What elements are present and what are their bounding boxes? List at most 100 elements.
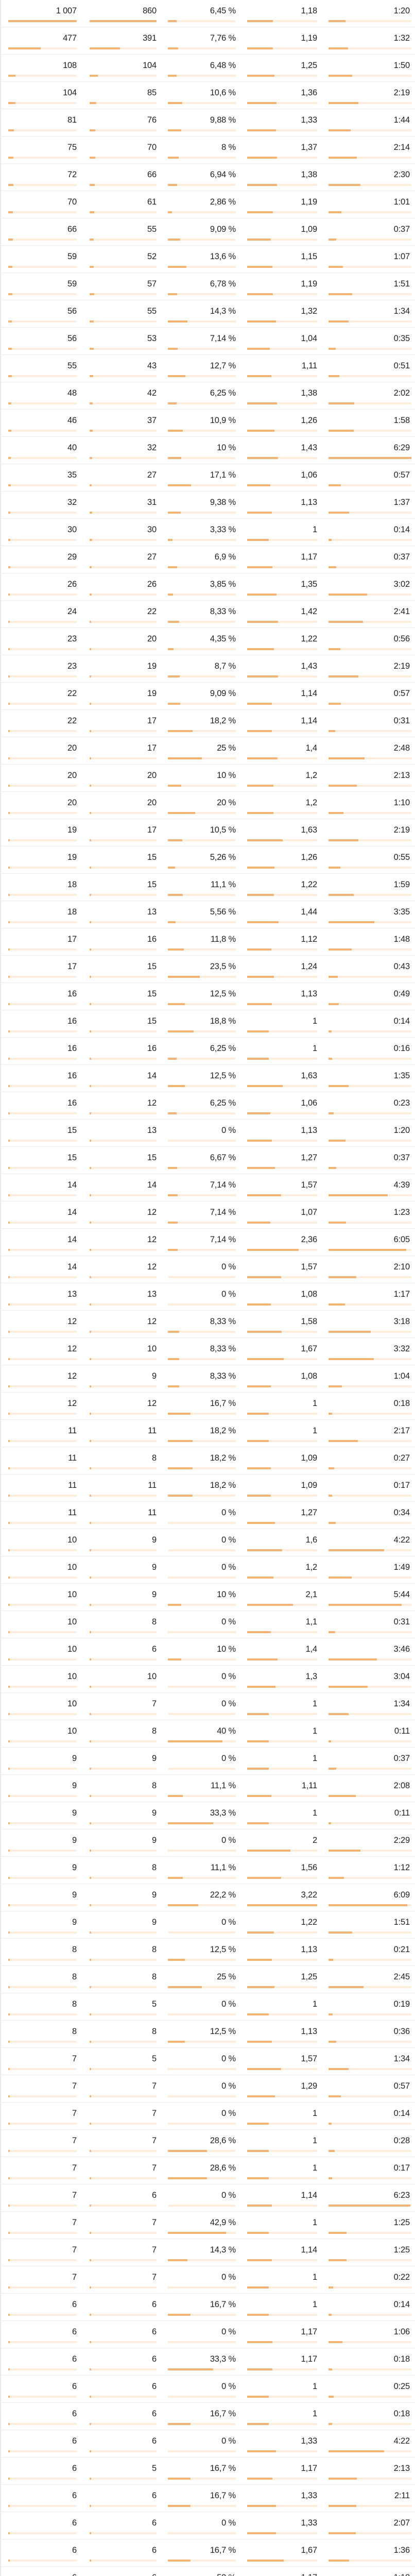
table-row[interactable]: 35 27 17,1 % 1,06 0:57 xyxy=(1,464,415,492)
table-row[interactable]: 6 6 16,7 % 1,33 2:11 xyxy=(1,2485,415,2512)
table-row[interactable]: 18 15 11,1 % 1,22 1:59 xyxy=(1,874,415,901)
cell-bar-track-bounce-rate xyxy=(168,2041,236,2043)
table-row[interactable]: 72 66 6,94 % 1,38 2:30 xyxy=(1,164,415,191)
table-row[interactable]: 19 15 5,26 % 1,26 0:55 xyxy=(1,846,415,874)
table-row[interactable]: 70 61 2,86 % 1,19 1:01 xyxy=(1,191,415,218)
table-row[interactable]: 14 12 0 % 1,57 2:10 xyxy=(1,1256,415,1283)
table-row[interactable]: 55 43 12,7 % 1,11 0:51 xyxy=(1,355,415,382)
table-row[interactable]: 20 20 20 % 1,2 1:10 xyxy=(1,792,415,819)
table-row[interactable]: 10 8 0 % 1,1 0:31 xyxy=(1,1611,415,1638)
table-row[interactable]: 56 53 7,14 % 1,04 0:35 xyxy=(1,328,415,355)
table-row[interactable]: 14 12 7,14 % 2,36 6:05 xyxy=(1,1229,415,1256)
table-row[interactable]: 46 37 10,9 % 1,26 1:58 xyxy=(1,410,415,437)
cell-value-pages-per-session: 1,33 xyxy=(301,2491,318,2500)
table-row[interactable]: 10 6 10 % 1,4 3:46 xyxy=(1,1638,415,1666)
table-row[interactable]: 11 11 0 % 1,27 0:34 xyxy=(1,1502,415,1529)
table-row[interactable]: 24 22 8,33 % 1,42 2:41 xyxy=(1,601,415,628)
table-row[interactable]: 10 7 0 % 1 1:34 xyxy=(1,1693,415,1720)
table-row[interactable]: 6 6 16,7 % 1,67 1:36 xyxy=(1,2539,415,2567)
table-row[interactable]: 22 19 9,09 % 1,14 0:57 xyxy=(1,683,415,710)
table-row[interactable]: 66 55 9,09 % 1,09 0:37 xyxy=(1,218,415,246)
table-row[interactable]: 15 15 6,67 % 1,27 0:37 xyxy=(1,1147,415,1174)
cell-bar-fill-users xyxy=(8,1795,10,1797)
table-row[interactable]: 7 7 28,6 % 1 0:17 xyxy=(1,2157,415,2184)
table-row[interactable]: 6 6 16,7 % 1 0:14 xyxy=(1,2294,415,2321)
table-row[interactable]: 10 9 0 % 1,6 4:22 xyxy=(1,1529,415,1556)
table-row[interactable]: 1 007 860 6,45 % 1,18 1:20 xyxy=(1,0,415,27)
table-row[interactable]: 19 17 10,5 % 1,63 2:19 xyxy=(1,819,415,846)
table-row[interactable]: 10 8 40 % 1 0:11 xyxy=(1,1720,415,1748)
table-row[interactable]: 17 15 23,5 % 1,24 0:43 xyxy=(1,956,415,983)
table-row[interactable]: 18 13 5,56 % 1,44 3:35 xyxy=(1,901,415,928)
table-row[interactable]: 23 19 8,7 % 1,43 2:19 xyxy=(1,655,415,683)
table-row[interactable]: 81 76 9,88 % 1,33 1:44 xyxy=(1,109,415,137)
table-row[interactable]: 20 17 25 % 1,4 2:48 xyxy=(1,737,415,765)
table-row[interactable]: 8 8 25 % 1,25 2:45 xyxy=(1,1966,415,1993)
table-row[interactable]: 6 5 16,7 % 1,17 2:13 xyxy=(1,2458,415,2485)
table-row[interactable]: 40 32 10 % 1,43 6:29 xyxy=(1,437,415,464)
table-row[interactable]: 6 6 16,7 % 1 0:18 xyxy=(1,2403,415,2430)
table-row[interactable]: 10 10 0 % 1,3 3:04 xyxy=(1,1666,415,1693)
table-row[interactable]: 9 9 22,2 % 3,22 6:09 xyxy=(1,1884,415,1911)
table-row[interactable]: 9 8 11,1 % 1,11 2:08 xyxy=(1,1775,415,1802)
table-row[interactable]: 59 57 6,78 % 1,19 1:51 xyxy=(1,273,415,300)
table-row[interactable]: 7 7 42,9 % 1 1:25 xyxy=(1,2212,415,2239)
table-row[interactable]: 12 12 16,7 % 1 0:18 xyxy=(1,1393,415,1420)
table-row[interactable]: 14 12 7,14 % 1,07 1:23 xyxy=(1,1201,415,1229)
table-row[interactable]: 23 20 4,35 % 1,22 0:56 xyxy=(1,628,415,655)
table-row[interactable]: 104 85 10,6 % 1,36 2:19 xyxy=(1,82,415,109)
table-row[interactable]: 16 15 18,8 % 1 0:14 xyxy=(1,1010,415,1038)
table-row[interactable]: 6 6 33,3 % 1,17 0:18 xyxy=(1,2348,415,2376)
table-row[interactable]: 14 14 7,14 % 1,57 4:39 xyxy=(1,1174,415,1201)
table-row[interactable]: 11 11 18,2 % 1,09 0:17 xyxy=(1,1475,415,1502)
table-row[interactable]: 16 16 6,25 % 1 0:16 xyxy=(1,1038,415,1065)
table-row[interactable]: 16 14 12,5 % 1,63 1:35 xyxy=(1,1065,415,1092)
table-row[interactable]: 17 16 11,8 % 1,12 1:48 xyxy=(1,928,415,956)
table-row[interactable]: 11 11 18,2 % 1 2:17 xyxy=(1,1420,415,1447)
table-row[interactable]: 22 17 18,2 % 1,14 0:31 xyxy=(1,710,415,737)
table-row[interactable]: 9 8 11,1 % 1,56 1:12 xyxy=(1,1857,415,1884)
table-row[interactable]: 12 10 8,33 % 1,67 3:32 xyxy=(1,1338,415,1365)
table-row[interactable]: 20 20 10 % 1,2 2:13 xyxy=(1,765,415,792)
table-row[interactable]: 11 8 18,2 % 1,09 0:27 xyxy=(1,1447,415,1475)
table-row[interactable]: 7 7 14,3 % 1,14 1:25 xyxy=(1,2239,415,2266)
table-row[interactable]: 12 12 8,33 % 1,58 3:18 xyxy=(1,1311,415,1338)
table-row[interactable]: 56 55 14,3 % 1,32 1:34 xyxy=(1,300,415,328)
table-row[interactable]: 48 42 6,25 % 1,38 2:02 xyxy=(1,382,415,410)
table-row[interactable]: 8 8 12,5 % 1,13 0:21 xyxy=(1,1939,415,1966)
table-row[interactable]: 32 31 9,38 % 1,13 1:37 xyxy=(1,492,415,519)
cell-value-sessions: 53 xyxy=(147,334,157,343)
table-row[interactable]: 477 391 7,76 % 1,19 1:32 xyxy=(1,27,415,55)
table-row[interactable]: 10 9 10 % 2,1 5:44 xyxy=(1,1584,415,1611)
table-row[interactable]: 12 9 8,33 % 1,08 1:04 xyxy=(1,1365,415,1393)
table-row[interactable]: 13 13 0 % 1,08 1:17 xyxy=(1,1283,415,1311)
table-row[interactable]: 8 8 12,5 % 1,13 0:36 xyxy=(1,2021,415,2048)
table-row[interactable]: 6650 %1,171:18 xyxy=(1,2567,415,2576)
table-row[interactable]: 108 104 6,48 % 1,25 1:50 xyxy=(1,55,415,82)
table-row[interactable]: 15 13 0 % 1,13 1:20 xyxy=(1,1120,415,1147)
table-row[interactable]: 16 12 6,25 % 1,06 0:23 xyxy=(1,1092,415,1120)
table-row[interactable]: 9 9 33,3 % 1 0:11 xyxy=(1,1802,415,1829)
table-row[interactable]: 30 30 3,33 % 1 0:14 xyxy=(1,519,415,546)
table-row[interactable]: 29 27 6,9 % 1,17 0:37 xyxy=(1,546,415,573)
table-row[interactable]: 59 52 13,6 % 1,15 1:07 xyxy=(1,246,415,273)
table-row[interactable]: 7 7 28,6 % 1 0:28 xyxy=(1,2130,415,2157)
table-row[interactable]: 26 26 3,85 % 1,35 3:02 xyxy=(1,573,415,601)
table-row[interactable]: 16 15 12,5 % 1,13 0:49 xyxy=(1,983,415,1010)
table-row[interactable]: 75 70 8 % 1,37 2:14 xyxy=(1,137,415,164)
cell-pages-per-session: 1,43 xyxy=(241,655,322,683)
table-row[interactable]: 10 9 0 % 1,2 1:49 xyxy=(1,1556,415,1584)
